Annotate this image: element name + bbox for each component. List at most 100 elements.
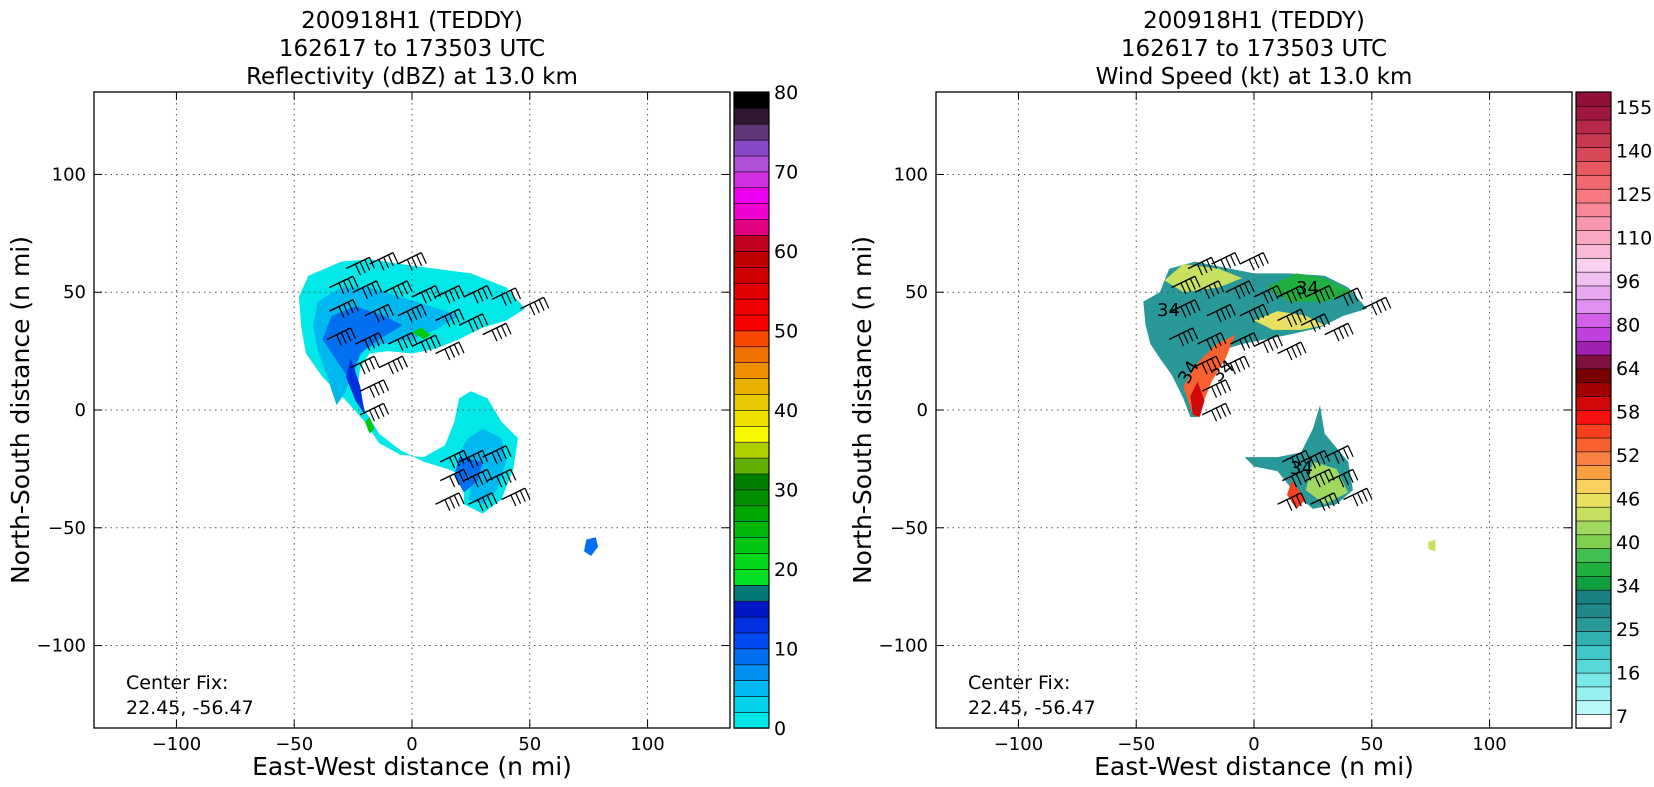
wind-barb-shaft [1277, 341, 1302, 355]
wind-barb-flag [1234, 287, 1241, 299]
colorbar-segment [733, 473, 770, 491]
colorbar-segment [733, 711, 770, 729]
wind-barb-flag [383, 403, 390, 415]
colorbar-segment [733, 361, 770, 379]
wind-barb [350, 355, 380, 375]
colorbar-segment [1575, 271, 1612, 287]
colorbar-tick-label: 30 [774, 480, 798, 502]
colorbar-segment [1575, 575, 1612, 591]
x-tick-label: 0 [406, 734, 417, 755]
wind-barb-flag [453, 473, 460, 486]
colorbar-segment [1575, 354, 1612, 370]
colorbar-segment [1575, 105, 1612, 121]
wind-barb-flag [1347, 323, 1354, 335]
wind-barb-shaft [359, 379, 384, 392]
wind-barb-flag [1210, 409, 1218, 422]
wind-barb-shaft [352, 280, 377, 293]
wind-barb-flag [1248, 334, 1255, 347]
wind-barb-flag [373, 356, 380, 368]
wind-barb-flag [1319, 289, 1326, 302]
wind-barb [435, 492, 465, 511]
wind-barb-flag [378, 332, 385, 344]
wind-barb-flag [1239, 339, 1246, 351]
wind-barb-flag [378, 308, 385, 321]
wind-barb-flag [420, 292, 427, 304]
colorbar-segment [1575, 589, 1612, 605]
wind-barb-flag [420, 341, 427, 354]
wind-barb-shaft [435, 341, 460, 355]
wind-barb-flag [1324, 287, 1331, 300]
wind-barb [1324, 445, 1354, 464]
wind-barb-flag [373, 334, 380, 347]
colorbar-segment [1575, 713, 1612, 729]
wind-barb-flag [1342, 447, 1349, 460]
colorbar-segment [733, 695, 770, 713]
wind-barb-flag [1291, 457, 1298, 469]
wind-barb-flag [453, 494, 460, 507]
wind-barb-flag [411, 332, 418, 344]
wind-barb-shaft [329, 299, 354, 312]
colorbar-segment [1575, 603, 1612, 619]
wind-barb-flag [1286, 499, 1293, 511]
wind-barb-flag [420, 252, 427, 264]
colorbar-segment [733, 441, 770, 459]
x-tick-label: 50 [518, 734, 541, 755]
contour-label-34: 34 [1290, 458, 1313, 479]
wind-barb-flag [1300, 492, 1307, 505]
wind-barb-flag [1342, 294, 1349, 307]
wind-barb-shaft [463, 468, 488, 482]
wind-barb-flag [373, 384, 380, 396]
wind-barb [1197, 332, 1227, 351]
wind-region [1164, 264, 1243, 293]
wind-barb [520, 296, 550, 316]
wind-barb-flag [1371, 303, 1378, 316]
wind-barb-shaft [1277, 308, 1302, 322]
wind-barb [1239, 252, 1269, 271]
wind-barb-flag [1234, 252, 1241, 264]
colorbar-tick-label: 25 [1616, 619, 1640, 641]
wind-barb-flag [500, 294, 507, 307]
colorbar-segment [1575, 520, 1612, 536]
wind-barb-flag [1220, 332, 1227, 344]
wind-barb-flag [1192, 327, 1199, 340]
colorbar-tick-label: 110 [1616, 228, 1652, 250]
colorbar-tick-label: 46 [1616, 489, 1640, 511]
colorbar-segment [1575, 188, 1612, 204]
wind-barb-flag [444, 348, 451, 361]
reflectivity-grid [94, 92, 730, 728]
colorbar-tick-label: 7 [1616, 706, 1628, 728]
wind-barb-flag [1220, 259, 1227, 271]
colorbar-segment [1575, 547, 1612, 563]
colorbar-segment [733, 679, 770, 697]
wind-barb-flag [1243, 356, 1250, 368]
y-tick-label: 100 [894, 164, 928, 185]
colorbar-segment [733, 393, 770, 411]
wind-barb-flag [1196, 263, 1203, 276]
wind-barb-flag [514, 287, 522, 300]
wind-barb-flag [524, 487, 531, 500]
wind-barb-shaft [397, 252, 422, 265]
wind-barb [1230, 332, 1260, 351]
wind-barb-flag [491, 452, 498, 464]
wind-barb-flag [543, 297, 550, 309]
wind-barb-flag [458, 341, 465, 354]
wind-barb-flag [1300, 341, 1307, 354]
wind-barb-shaft [397, 303, 422, 317]
wind-speed-wind-barbs [1168, 252, 1392, 511]
wind-barb-flag [500, 447, 507, 460]
wind-barb-flag [1314, 475, 1321, 488]
wind-barb-flag [336, 334, 343, 347]
wind-barb-flag [364, 360, 371, 373]
wind-barb [1277, 341, 1307, 361]
wind-barb-flag [1319, 452, 1326, 465]
wind-barb-flag [1295, 494, 1302, 507]
wind-barb-flag [1291, 475, 1298, 488]
reflectivity-title-line-3: Reflectivity (dBZ) at 13.0 km [246, 64, 578, 90]
wind-barb [1239, 303, 1269, 323]
wind-barb-flag [1258, 306, 1265, 318]
colorbar-segment [733, 107, 770, 125]
contour-label-34: 34 [1157, 300, 1180, 321]
wind-barb-shaft [1277, 284, 1302, 298]
wind-barb-flag [1300, 285, 1307, 297]
wind-barb-flag [453, 344, 460, 356]
